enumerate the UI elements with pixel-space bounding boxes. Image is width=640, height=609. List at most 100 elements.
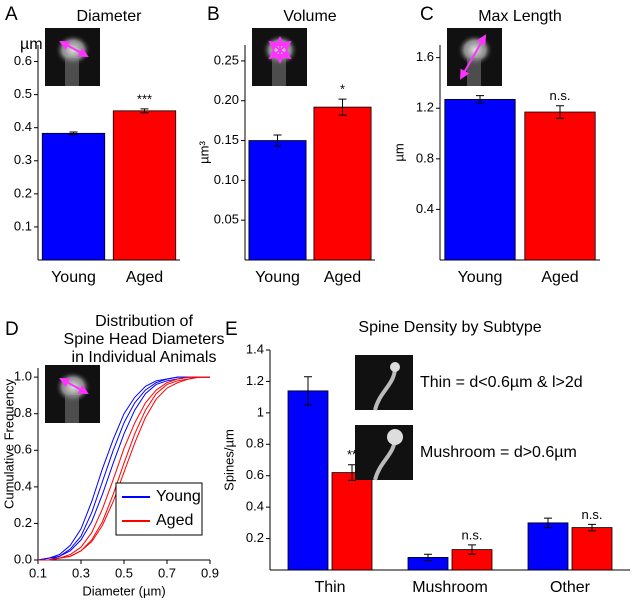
error-bar — [476, 95, 484, 104]
x-tick-label: Aged — [126, 269, 163, 286]
significance-label: ** — [347, 447, 357, 462]
error-bar — [273, 134, 282, 147]
chart-title: Diameter — [77, 8, 143, 25]
y-tick-label: 0.6 — [14, 442, 32, 457]
y-tick-label: 0.20 — [214, 92, 239, 107]
spine-image — [387, 429, 403, 445]
spine-neck — [65, 395, 79, 423]
inset-image — [447, 28, 502, 86]
y-tick-label: 0.4 — [14, 478, 32, 493]
inset-image — [45, 365, 100, 423]
y-tick-label: 0.4 — [14, 119, 32, 134]
bar — [444, 98, 516, 261]
x-tick-label: Aged — [324, 269, 361, 286]
y-axis-label: µm — [20, 36, 43, 53]
error-bar — [348, 464, 356, 481]
y-tick-label: 1.0 — [14, 369, 32, 384]
y-tick-label: 0.2 — [246, 530, 264, 545]
spine-neck — [65, 58, 79, 86]
error-bar — [588, 523, 596, 532]
cdf-line — [38, 376, 210, 561]
cdf-line — [38, 376, 210, 561]
y-axis-label: µm — [391, 143, 406, 161]
measure-arrow — [460, 34, 486, 80]
x-tick-label: 0.9 — [201, 565, 219, 580]
bar — [313, 106, 372, 261]
y-tick-label: 0.2 — [14, 515, 32, 530]
bar — [112, 110, 177, 261]
y-tick-label: 0.6 — [246, 467, 264, 482]
chart-title: in Individual Animals — [72, 349, 217, 366]
y-tick-label: 1.2 — [246, 373, 264, 388]
y-tick-label: 1.6 — [416, 49, 434, 64]
error-bar — [304, 376, 312, 406]
bar — [287, 390, 329, 571]
y-tick-label: 0.0 — [14, 551, 32, 566]
y-tick-label: 0.10 — [214, 172, 239, 187]
panel-letter: D — [5, 319, 19, 340]
x-tick-label: Young — [255, 269, 300, 286]
x-tick-label: Young — [458, 269, 503, 286]
significance-label: *** — [137, 91, 152, 106]
chart-title: Spine Density by Subtype — [358, 319, 541, 336]
y-tick-label: 0.25 — [214, 52, 239, 67]
inset-image — [45, 28, 100, 86]
panel-letter: E — [225, 319, 238, 340]
bar — [527, 522, 569, 571]
y-tick-label: 0.8 — [416, 150, 434, 165]
inset-background — [355, 355, 413, 410]
cdf-line — [37, 376, 210, 561]
y-axis-label: Cumulative Frequency — [1, 378, 16, 509]
bar — [524, 111, 596, 261]
legend-label: Young — [156, 488, 201, 505]
y-tick-label: 0.6 — [14, 53, 32, 68]
panel-letter: B — [207, 4, 220, 25]
significance-label: * — [340, 82, 345, 97]
legend-box — [115, 482, 203, 536]
x-axis-label: Diameter (µm) — [82, 583, 165, 598]
panel-letter: A — [5, 4, 18, 25]
y-axis-label: Spines/µm — [221, 429, 236, 491]
chart-title: Spine Head Diameters — [64, 331, 225, 348]
error-bar — [424, 553, 432, 562]
error-bar — [69, 131, 78, 136]
measure-arrow — [59, 41, 89, 57]
error-bar — [338, 98, 347, 116]
significance-label: n.s. — [550, 88, 571, 103]
measure-arrow — [268, 40, 292, 60]
y-tick-label: 0.8 — [14, 405, 32, 420]
x-tick-label: Young — [51, 269, 96, 286]
y-tick-label: 0.4 — [246, 499, 264, 514]
x-tick-label: 0.1 — [29, 565, 47, 580]
spine-neck — [272, 58, 286, 86]
x-tick-label: Thin — [314, 579, 345, 596]
inset-label: Thin = d<0.6µm & l>2d — [420, 374, 583, 391]
inset-label: Mushroom = d>0.6µm — [420, 444, 577, 461]
error-bar — [468, 544, 476, 555]
y-tick-label: 0.1 — [14, 218, 32, 233]
y-tick-label: 0.05 — [214, 212, 239, 227]
x-tick-label: 0.3 — [72, 565, 90, 580]
y-tick-label: 0.2 — [14, 185, 32, 200]
bar — [41, 132, 106, 261]
legend-label: Aged — [156, 512, 193, 529]
x-tick-label: Mushroom — [412, 579, 488, 596]
chart-title: Distribution of — [95, 313, 193, 330]
significance-label: n.s. — [582, 507, 603, 522]
y-tick-label: 1.2 — [416, 100, 434, 115]
y-tick-label: 0.3 — [14, 152, 32, 167]
x-tick-label: 0.5 — [115, 565, 133, 580]
x-tick-label: Aged — [541, 269, 578, 286]
bar — [331, 472, 373, 571]
chart-title: Max Length — [478, 8, 562, 25]
error-bar — [556, 105, 564, 119]
y-axis-label: µm³ — [196, 141, 211, 164]
y-tick-label: 0.5 — [14, 86, 32, 101]
y-tick-label: 1 — [257, 404, 264, 419]
y-tick-label: 0.4 — [416, 201, 434, 216]
y-tick-label: 0.15 — [214, 132, 239, 147]
measure-arrow — [59, 378, 89, 394]
panel-letter: C — [420, 4, 434, 25]
inset-image — [252, 28, 307, 86]
